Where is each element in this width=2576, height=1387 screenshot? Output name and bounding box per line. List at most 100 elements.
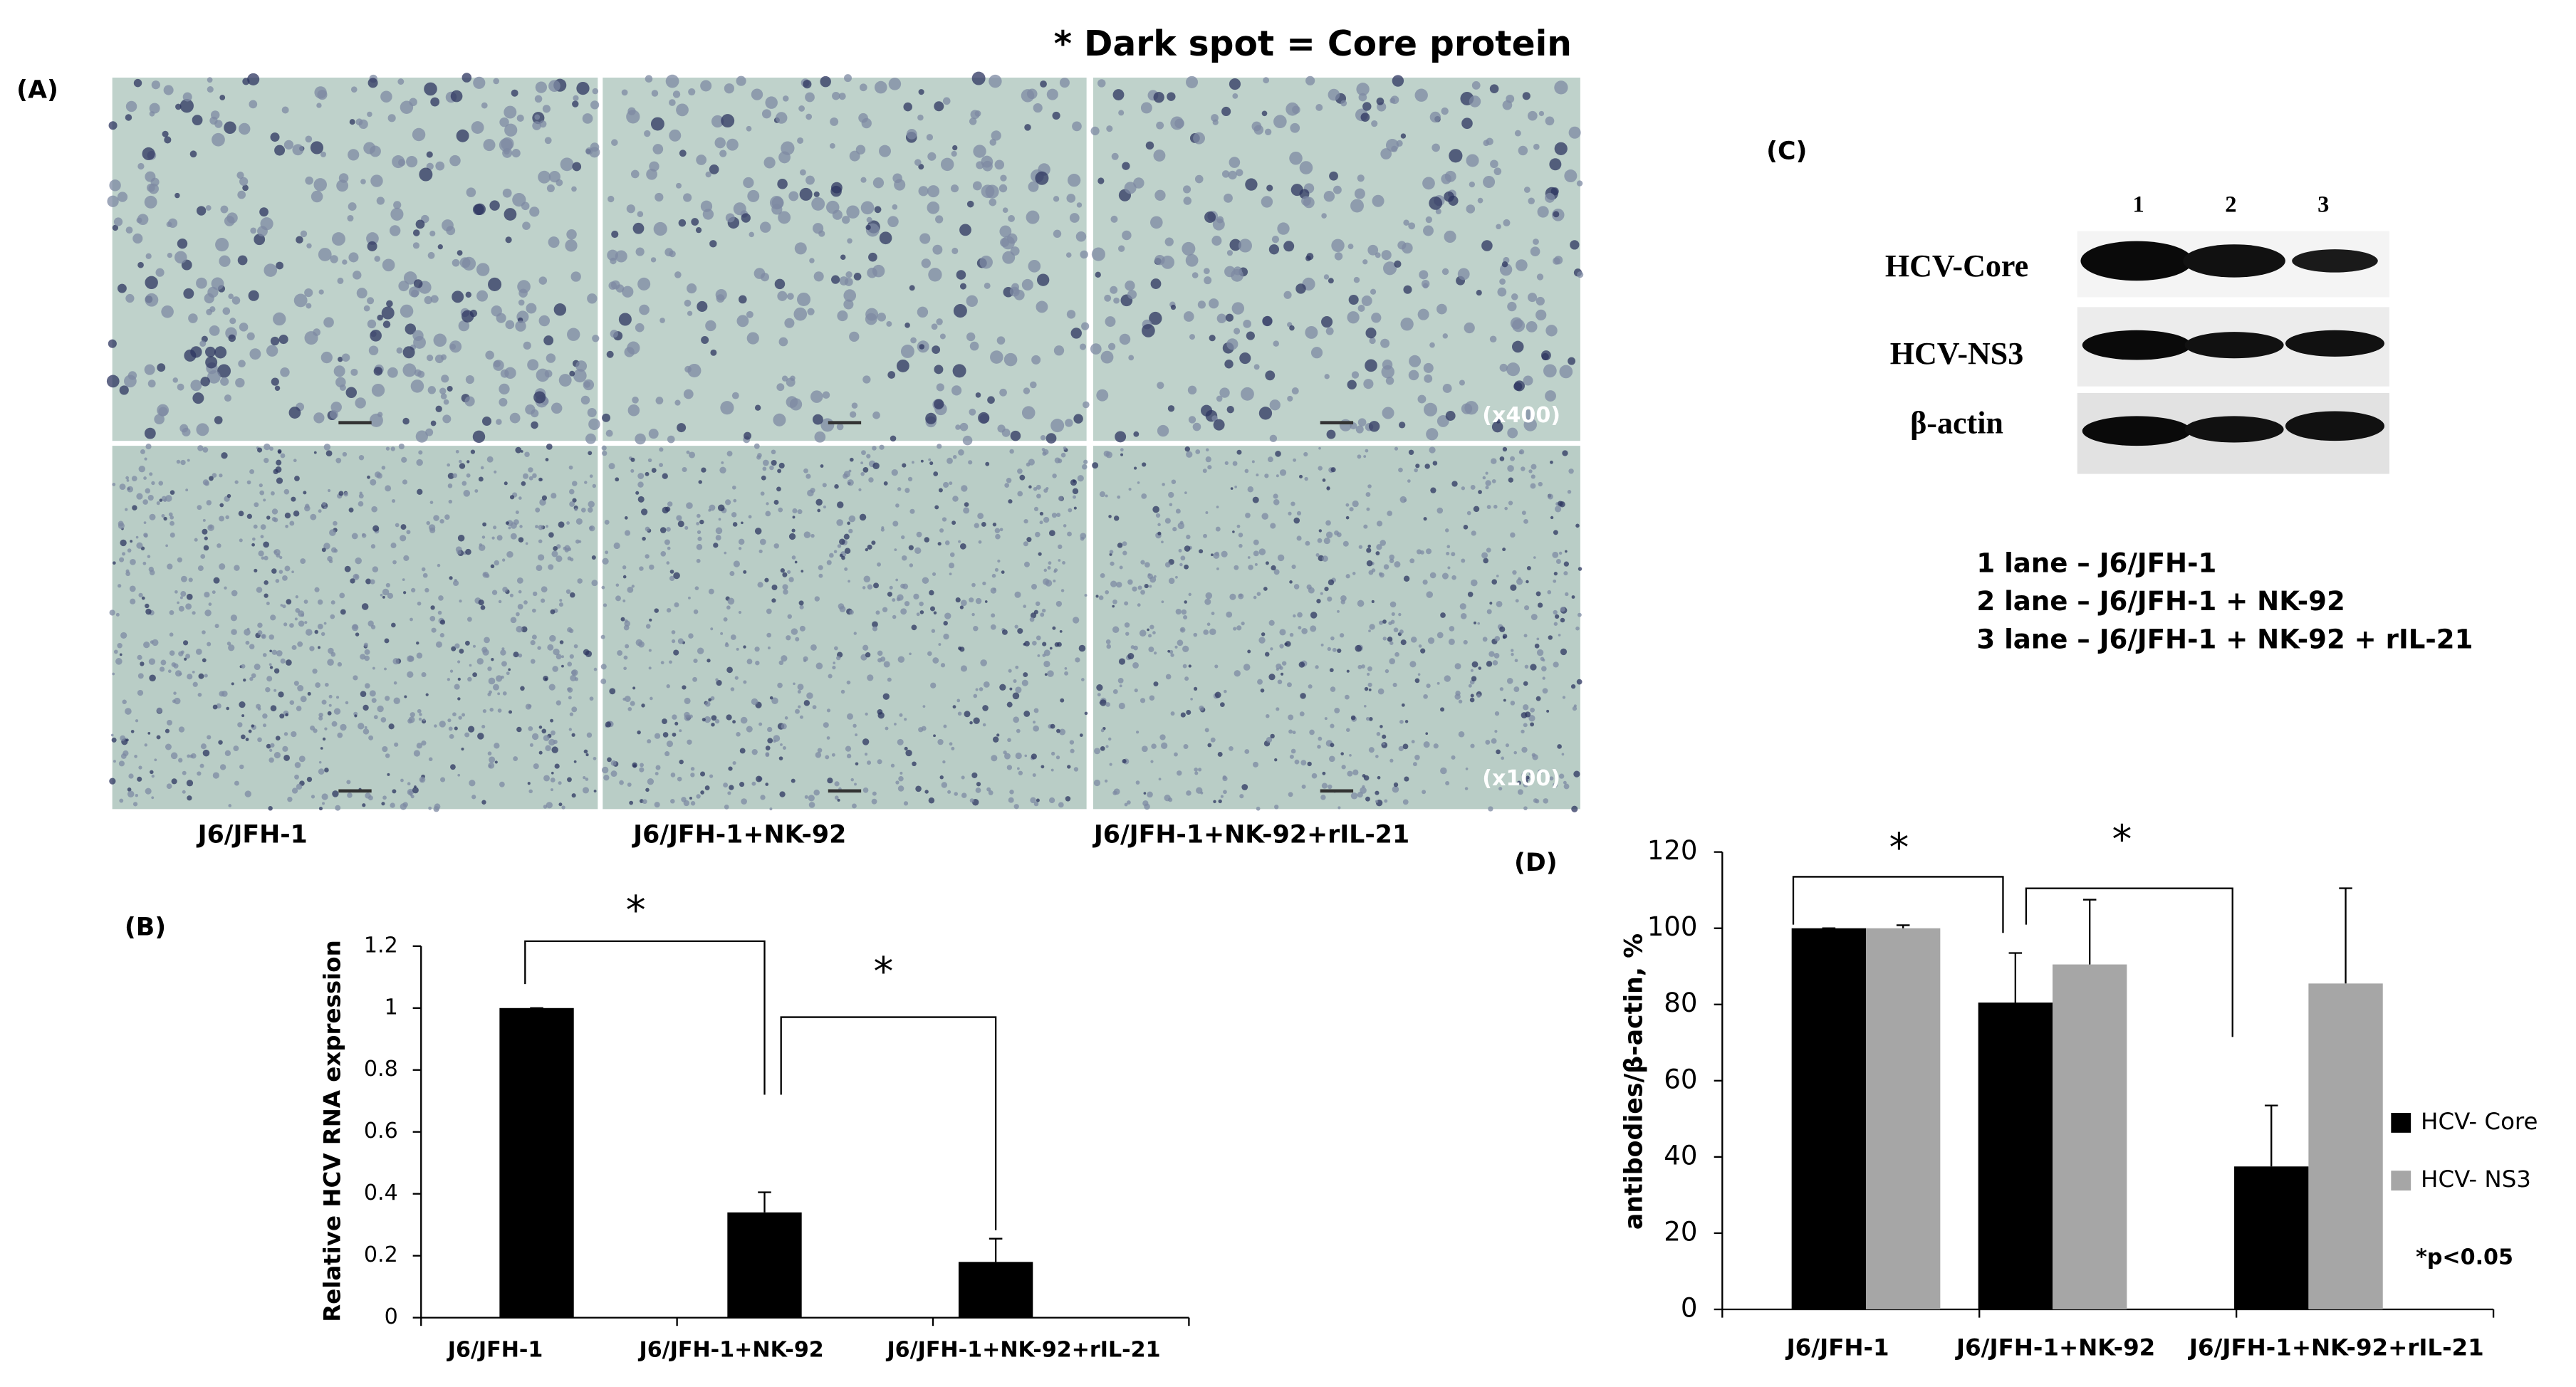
cell: [1127, 579, 1133, 585]
cell: [1140, 102, 1152, 114]
cell: [843, 289, 857, 302]
cell: [820, 75, 831, 88]
cell: [1553, 661, 1559, 668]
cell: [1055, 600, 1063, 607]
cell: [536, 565, 543, 571]
cell: [478, 476, 484, 482]
cell: [1446, 551, 1450, 556]
cell: [803, 656, 808, 661]
cell: [996, 733, 1000, 737]
cell: [1233, 627, 1237, 631]
y-axis-label: Relative HCV RNA expression: [318, 940, 345, 1321]
cell: [125, 569, 130, 573]
cell: [727, 597, 735, 605]
cell: [504, 105, 517, 119]
cell: [132, 233, 143, 244]
cell: [587, 407, 597, 418]
cell: [406, 530, 411, 535]
cell: [1279, 629, 1286, 636]
cell: [979, 256, 993, 269]
scale-bar: [1320, 789, 1354, 793]
cell: [909, 285, 915, 291]
cell: [184, 349, 197, 362]
cell: [916, 531, 922, 538]
cell: [1203, 268, 1210, 275]
cell: [1547, 493, 1553, 500]
cell: [297, 685, 304, 692]
cell: [1094, 748, 1100, 755]
cell: [185, 488, 189, 492]
cell: [929, 461, 934, 466]
cell: [556, 654, 562, 660]
cell: [959, 647, 965, 652]
cell: [920, 459, 924, 463]
cell: [867, 544, 872, 550]
cell: [1340, 600, 1345, 604]
cell: [1053, 580, 1056, 582]
cell: [1322, 771, 1326, 775]
cell: [1073, 767, 1079, 772]
cell: [1394, 651, 1399, 657]
cell: [412, 330, 424, 341]
cell: [1287, 395, 1293, 402]
cell: [1553, 783, 1558, 788]
cell: [1273, 340, 1279, 347]
cell: [940, 157, 954, 172]
cell: [641, 703, 645, 708]
cell: [367, 111, 372, 117]
cell: [1355, 644, 1362, 652]
cell: [431, 627, 437, 633]
cell: [1024, 561, 1030, 567]
cell: [1161, 540, 1164, 544]
cell: [458, 320, 470, 332]
cell: [394, 742, 399, 747]
cell: [1097, 177, 1105, 184]
cell: [187, 795, 192, 801]
cell: [572, 100, 579, 108]
cell: [1485, 740, 1491, 745]
cell: [501, 675, 504, 679]
cell: [1346, 669, 1350, 673]
cell: [759, 221, 771, 233]
cell: [1481, 240, 1493, 251]
cell: [137, 261, 144, 268]
cell: [1229, 593, 1236, 600]
cell: [982, 723, 986, 727]
cell: [1488, 806, 1493, 812]
bar: [2053, 964, 2127, 1310]
cell: [1349, 754, 1352, 757]
cell: [1563, 561, 1569, 567]
cell: [1325, 531, 1333, 538]
cell: [1033, 801, 1039, 807]
cell: [721, 114, 735, 128]
cell: [1154, 189, 1166, 201]
cell: [1214, 551, 1219, 556]
cell: [1555, 506, 1562, 513]
cell: [426, 355, 434, 362]
cell: [548, 684, 556, 691]
cell: [896, 597, 901, 602]
cell: [716, 294, 725, 303]
cell: [1508, 501, 1513, 506]
cell: [1494, 636, 1501, 642]
cell: [630, 701, 635, 706]
cell: [245, 640, 250, 645]
cell: [1421, 280, 1430, 288]
cell: [492, 684, 499, 691]
cell: [1357, 174, 1365, 182]
cell: [709, 504, 716, 511]
cell: [943, 633, 949, 640]
cell: [1283, 291, 1292, 299]
y-tick-label: 80: [1664, 988, 1697, 1018]
cell: [1440, 767, 1447, 775]
cell: [1048, 797, 1055, 804]
cell: [1184, 545, 1191, 552]
cell: [958, 540, 961, 543]
cell: [1315, 553, 1320, 558]
cell: [872, 411, 880, 419]
cell: [1271, 565, 1276, 571]
cell: [1533, 556, 1536, 559]
cell: [672, 714, 677, 720]
cell: [632, 762, 637, 768]
cell: [1376, 520, 1383, 527]
